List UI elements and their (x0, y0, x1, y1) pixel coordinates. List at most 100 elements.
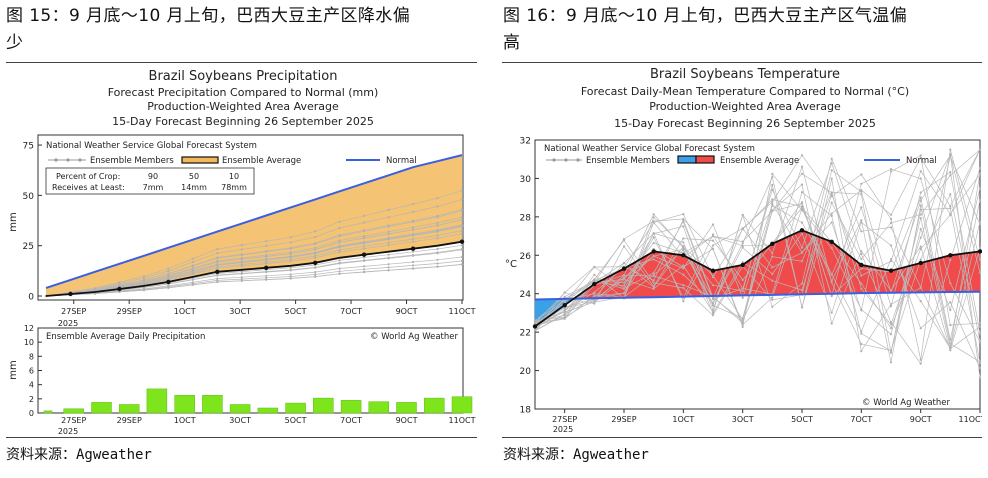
ensemble-member-point (860, 308, 863, 311)
ensemble-member-point (652, 279, 655, 282)
ensemble-member-point (830, 212, 833, 215)
ensemble-member-point (830, 162, 833, 165)
ensemble-member-point (167, 269, 170, 273)
ensemble-member-point (830, 221, 833, 224)
ensemble-member-point (682, 273, 685, 276)
ensemble-member-point (265, 258, 268, 262)
ensemble-member-point (240, 244, 243, 247)
ensemble-member-point (800, 246, 804, 249)
ensemble-member-point (711, 284, 715, 287)
ensemble-member-point (771, 198, 774, 201)
ensemble-member-point (919, 156, 922, 159)
ensemble-member-point (889, 351, 893, 354)
ensemble-member-point (436, 252, 439, 255)
sub-y-tick-label: 6 (29, 367, 34, 376)
ensemble-member-point (593, 301, 596, 304)
ensemble-member-point (533, 329, 537, 332)
ensemble-member-point (771, 272, 774, 276)
ensemble-member-point (889, 323, 893, 326)
sub-x-tick-label: 7OCT (340, 416, 362, 425)
ensemble-member-point (711, 311, 715, 314)
ensemble-member-point (771, 266, 774, 269)
ensemble-member-point (314, 248, 317, 251)
ensemble-average-point (710, 268, 716, 273)
ensemble-member-point (191, 272, 194, 276)
ensemble-member-point (387, 263, 390, 266)
ensemble-member-point (363, 214, 366, 217)
ensemble-member-line (534, 168, 981, 343)
ensemble-average-point (410, 246, 416, 251)
caption-line-2: 少 (6, 33, 24, 53)
ensemble-member-point (771, 279, 774, 282)
ensemble-member-point (338, 259, 341, 262)
ensemble-member-point (460, 225, 464, 228)
sub-y-tick-label: 8 (29, 352, 34, 361)
ensemble-member-point (889, 361, 893, 364)
ensemble-member-line (534, 153, 981, 378)
ensemble-member-point (436, 265, 439, 268)
ensemble-average-point (977, 249, 983, 254)
ensemble-member-point (191, 257, 194, 260)
ensemble-member-point (387, 230, 390, 233)
ensemble-member-point (338, 239, 341, 242)
ensemble-average-point (215, 269, 220, 274)
ensemble-member-point (949, 193, 952, 196)
ensemble-member-point (949, 323, 952, 327)
ensemble-member-point (412, 210, 415, 213)
ensemble-member-point (978, 199, 982, 202)
ensemble-member-point (652, 220, 655, 223)
crop-value: 90 (148, 172, 158, 181)
ensemble-member-point (240, 258, 243, 261)
average-legend-swatch (181, 156, 219, 164)
ensemble-member-point (363, 247, 366, 250)
normal-legend-label: Normal (906, 156, 937, 166)
ensemble-member-line (45, 256, 463, 297)
ensemble-member-point (289, 241, 292, 244)
ensemble-member-point (265, 274, 268, 277)
ensemble-member-line (45, 233, 463, 297)
ensemble-member-point (860, 282, 863, 285)
ensemble-member-point (240, 278, 243, 281)
ensemble-member-point (711, 244, 715, 247)
ensemble-member-point (889, 213, 893, 216)
ensemble-member-point (191, 268, 194, 271)
precipitation-chart-panel: Brazil Soybeans Precipitation Forecast P… (6, 64, 477, 436)
ensemble-member-point (800, 206, 804, 209)
ensemble-member-line (45, 264, 463, 297)
x-tick-label: 11OCT (449, 307, 476, 316)
members-legend-dot (552, 158, 556, 162)
x-axis-ticks: 27SEP 29SEP 1OCT 3OCT 5OCT 7OCT 9OCT 11OCT (61, 300, 476, 316)
sub-x-tick-label: 9OCT (396, 416, 418, 425)
average-legend-label: Ensemble Average (222, 156, 301, 166)
ensemble-member-line (45, 260, 463, 297)
ensemble-member-point (412, 228, 415, 231)
ensemble-member-line (534, 165, 981, 352)
ensemble-member-point (771, 203, 774, 206)
ensemble-member-point (622, 284, 626, 287)
ensemble-member-point (949, 148, 952, 151)
ensemble-average-point (361, 252, 367, 257)
ensemble-member-point (949, 205, 952, 208)
sub-y-tick-label: 10 (24, 338, 34, 347)
y-tick-label: 18 (520, 406, 532, 416)
ensemble-member-point (142, 282, 145, 285)
ensemble-member-point (142, 277, 145, 280)
y-axis-ticks: 18 20 22 24 26 28 30 32 (520, 137, 539, 416)
ensemble-member-point (919, 196, 922, 199)
ensemble-member-point (460, 218, 464, 221)
chart-subtitle-2: Production-Weighted Area Average (649, 100, 841, 113)
ensemble-member-point (800, 191, 804, 194)
x-tick-label: 27SEP (61, 307, 86, 316)
ensemble-member-point (363, 265, 366, 268)
caption-rule-left (6, 62, 477, 63)
source-rule-left (6, 437, 477, 438)
sub-x-tick-label: 3OCT (229, 416, 251, 425)
ensemble-member-point (860, 230, 863, 233)
ensemble-member-point (652, 274, 655, 278)
ensemble-member-point (682, 267, 685, 270)
ensemble-members-overlay (44, 189, 464, 298)
ensemble-member-point (387, 266, 390, 269)
ensemble-member-point (240, 248, 243, 251)
ensemble-member-point (289, 269, 292, 272)
ensemble-member-point (460, 208, 464, 211)
